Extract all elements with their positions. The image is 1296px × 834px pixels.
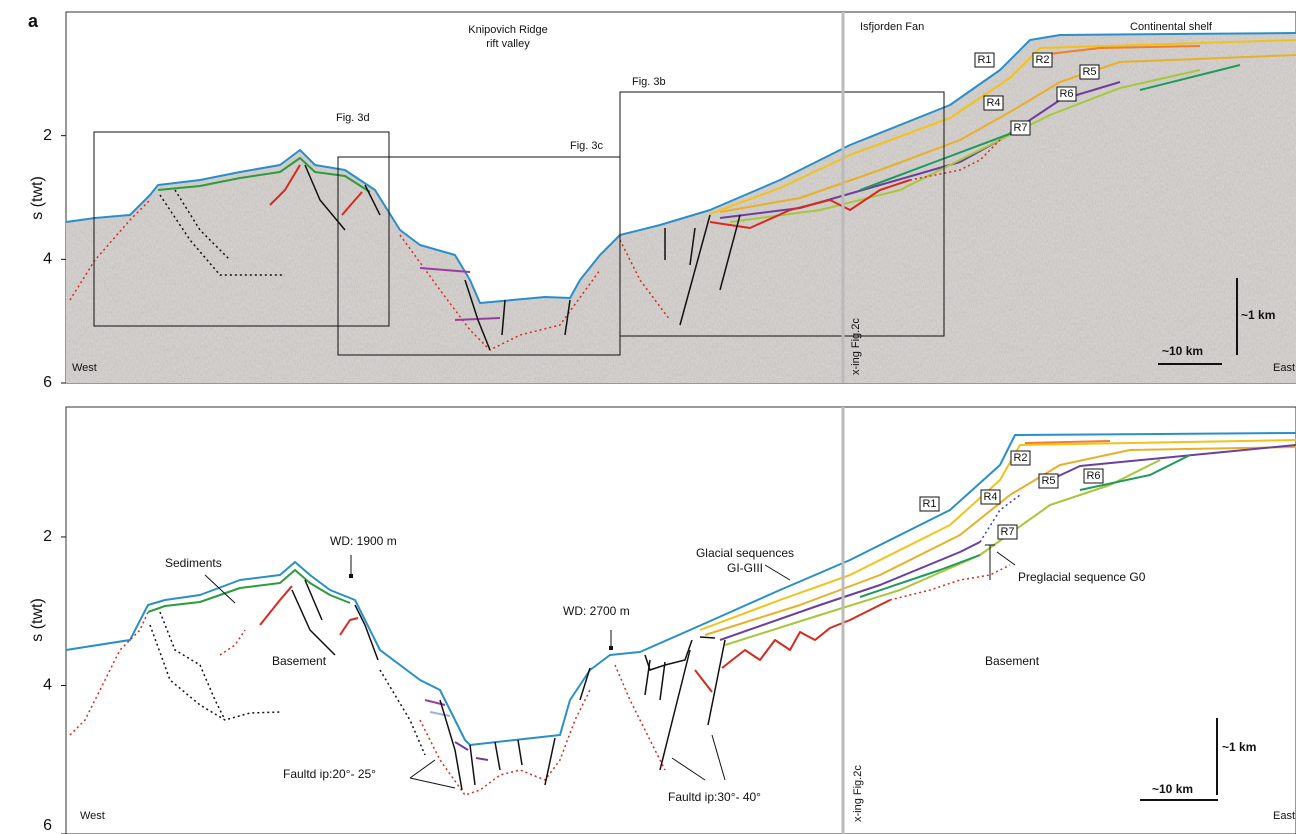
fault — [700, 637, 715, 638]
reflector-label: R4 — [986, 97, 1000, 109]
y-axis-label: s (twt) — [29, 176, 46, 220]
heading: Continental shelf — [1130, 21, 1213, 33]
direction-label: West — [72, 362, 97, 374]
scale-label: ~1 km — [1222, 740, 1256, 754]
annotation: WD: 2700 m — [563, 604, 630, 618]
reflector-label: R7 — [1000, 526, 1014, 538]
annotation: Sediments — [165, 556, 222, 570]
crossing-label: x-ing Fig.2c — [852, 765, 864, 822]
scale-label: ~10 km — [1162, 344, 1203, 358]
reflector-label: R1 — [922, 498, 936, 510]
reflector-label: R4 — [983, 491, 997, 503]
annotation: Faultd ip:20°- 25° — [283, 767, 376, 781]
annotation: GI-GIII — [727, 561, 763, 575]
panel-frame — [66, 407, 1296, 834]
box-label: Fig. 3b — [632, 76, 666, 88]
annotation: Basement — [272, 654, 327, 668]
annotation: Preglacial sequence G0 — [1018, 570, 1146, 584]
figure: a — [0, 0, 1296, 834]
reflector-label: R1 — [977, 54, 991, 66]
annotation: WD: 1900 m — [330, 534, 397, 548]
heading: Knipovich Ridge — [468, 24, 548, 36]
seismic-panel: Knipovich Ridge rift valley Isfjorden Fa… — [29, 12, 1296, 383]
reflector-label: R6 — [1059, 88, 1073, 100]
panel-label: a — [28, 11, 39, 31]
y-tick-label: 6 — [43, 374, 52, 391]
reflector-label: R2 — [1013, 452, 1027, 464]
annotation: Glacial sequences — [696, 546, 794, 560]
reflector-label: R7 — [1013, 122, 1027, 134]
interpretation-panel: Sediments WD: 1900 m Basement WD: 2700 m… — [29, 407, 1296, 834]
y-axis-label: s (twt) — [29, 598, 46, 642]
reflector-label: R5 — [1041, 475, 1055, 487]
y-tick-label: 2 — [43, 127, 52, 144]
reflector-label: R2 — [1035, 54, 1049, 66]
y-tick-label: 2 — [43, 528, 52, 545]
box-label: Fig. 3c — [570, 140, 604, 152]
scale-label: ~1 km — [1241, 308, 1275, 322]
heading: Isfjorden Fan — [860, 21, 924, 33]
y-tick-label: 6 — [43, 817, 52, 834]
crossing-label: x-ing Fig.2c — [850, 318, 862, 375]
annotation: Basement — [985, 654, 1040, 668]
heading: rift valley — [486, 38, 530, 50]
y-tick-label: 4 — [43, 251, 52, 268]
direction-label: West — [80, 810, 105, 822]
marker — [349, 574, 353, 578]
y-tick-label: 4 — [43, 677, 52, 694]
annotation: Faultd ip:30°- 40° — [668, 790, 761, 804]
reflector-label: R6 — [1086, 470, 1100, 482]
direction-label: East — [1273, 362, 1295, 374]
box-label: Fig. 3d — [336, 112, 370, 124]
direction-label: East — [1273, 810, 1295, 822]
scale-label: ~10 km — [1152, 782, 1193, 796]
marker — [609, 646, 613, 650]
reflector-label: R5 — [1082, 66, 1096, 78]
